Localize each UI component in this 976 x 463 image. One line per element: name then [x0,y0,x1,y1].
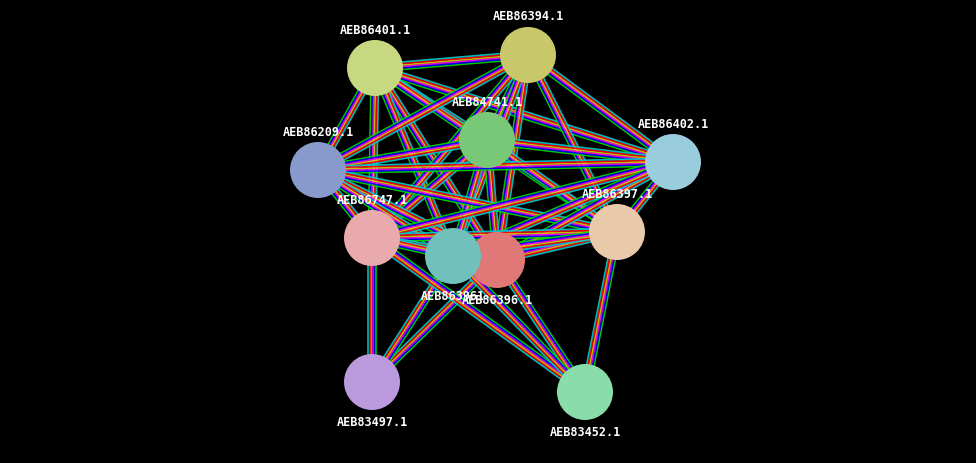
Circle shape [425,228,481,284]
Circle shape [500,27,556,83]
Text: AEB863961: AEB863961 [421,289,485,302]
Text: AEB86401.1: AEB86401.1 [340,24,411,37]
Text: AEB86394.1: AEB86394.1 [492,11,563,24]
Circle shape [557,364,613,420]
Text: AEB86747.1: AEB86747.1 [337,194,408,206]
Text: AEB86209.1: AEB86209.1 [282,125,353,138]
Circle shape [290,142,346,198]
Text: AEB86402.1: AEB86402.1 [637,118,709,131]
Text: AEB83497.1: AEB83497.1 [337,415,408,428]
Circle shape [589,204,645,260]
Circle shape [645,134,701,190]
Text: AEB86397.1: AEB86397.1 [582,188,653,200]
Text: AEB83452.1: AEB83452.1 [549,425,621,438]
Circle shape [459,112,515,168]
Circle shape [344,354,400,410]
Circle shape [469,232,525,288]
Circle shape [347,40,403,96]
Text: AEB84741.1: AEB84741.1 [451,95,522,108]
Circle shape [344,210,400,266]
Text: AEB86396.1: AEB86396.1 [462,294,533,307]
